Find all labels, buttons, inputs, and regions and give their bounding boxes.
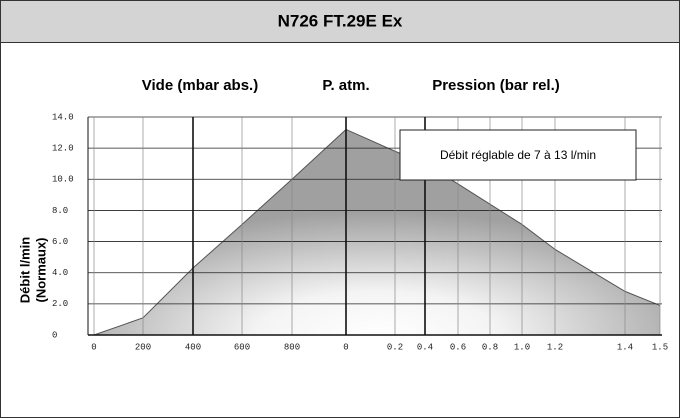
area — [94, 129, 660, 335]
y-tick-label: 14.0 — [52, 112, 74, 122]
x-tick-label: 1.0 — [514, 342, 530, 352]
x-tick-label: 0.6 — [450, 342, 466, 352]
x-tick-label: 800 — [284, 342, 300, 352]
y-tick-label: 8.0 — [52, 206, 68, 216]
x-tick-label: 0 — [343, 342, 348, 352]
y-tick-label: 2.0 — [52, 299, 68, 309]
x-tick-label: 400 — [185, 342, 201, 352]
y-tick-label: 4.0 — [52, 268, 68, 278]
y-axis-label: (Normaux) — [33, 237, 48, 302]
x-tick-label: 1.5 — [652, 342, 668, 352]
axis-section-label: Pression (bar rel.) — [432, 77, 560, 94]
x-tick-label: 600 — [234, 342, 250, 352]
axis-section-label: P. atm. — [322, 77, 369, 94]
x-tick-label: 0.8 — [482, 342, 498, 352]
chart-title: N726 FT.29E Ex — [278, 11, 403, 30]
y-tick-label: 0 — [52, 330, 57, 340]
x-tick-label: 200 — [135, 342, 151, 352]
x-tick-label: 1.2 — [547, 342, 563, 352]
y-tick-label: 12.0 — [52, 144, 74, 154]
annotation: Débit réglable de 7 à 13 l/min — [440, 148, 596, 162]
x-tick-label: 0.2 — [387, 342, 403, 352]
x-tick-label: 0.4 — [417, 342, 433, 352]
y-axis-label: Débit l/min — [17, 237, 32, 304]
axis-section-label: Vide (mbar abs.) — [142, 77, 258, 94]
y-tick-label: 6.0 — [52, 237, 68, 247]
x-tick-label: 1.4 — [617, 342, 633, 352]
annotation-box — [399, 129, 637, 181]
header — [0, 0, 680, 43]
plot: 0 2.0 4.0 6.0 8.0 10.0 12.0 14.0 0 200 400 600 800 0 0… — [52, 112, 668, 352]
x-tick-label: 0 — [91, 342, 96, 352]
y-tick-label: 10.0 — [52, 175, 74, 185]
